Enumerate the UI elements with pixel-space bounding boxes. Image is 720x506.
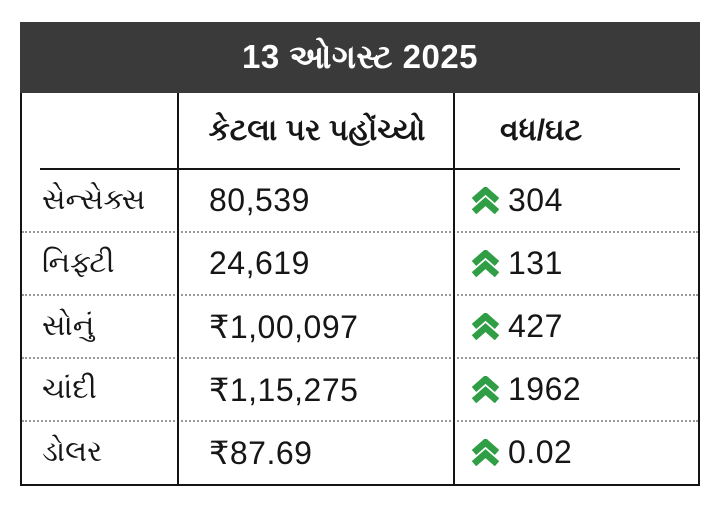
row-change: 304 <box>508 182 563 218</box>
row-label: ચાંદી <box>42 373 97 405</box>
row-value: ₹1,15,275 <box>209 371 359 408</box>
row-value: 24,619 <box>209 245 310 281</box>
double-chevron-up-icon <box>472 250 499 277</box>
row-change-cell: 304 <box>455 182 698 219</box>
column-separator-1 <box>177 93 179 484</box>
table-row-dollar: ડોલર ₹87.69 0.02 <box>22 420 698 483</box>
row-change-cell: 0.02 <box>455 434 698 471</box>
row-label: સેન્સેક્સ <box>42 184 146 216</box>
row-change-cell: 131 <box>455 245 698 282</box>
header-underline <box>40 168 680 170</box>
date-title: 13 ઓગસ્ટ 2025 <box>241 38 479 75</box>
double-chevron-up-icon <box>472 439 499 466</box>
row-value: ₹87.69 <box>209 434 313 471</box>
row-value: 80,539 <box>209 182 310 218</box>
row-change: 0.02 <box>508 434 573 470</box>
market-table: કેટલા પર પહોંચ્યો વધ/ઘટ સેન્સેક્સ 80,539… <box>20 93 700 486</box>
column-separator-2 <box>453 93 455 484</box>
column-header-change: વધ/ઘટ <box>500 113 583 147</box>
table-row-silver: ચાંદી ₹1,15,275 1962 <box>22 357 698 420</box>
row-change-cell: 427 <box>455 308 698 345</box>
table-row-sensex: સેન્સેક્સ 80,539 304 <box>22 170 698 231</box>
row-value: ₹1,00,097 <box>209 308 359 345</box>
row-change: 1962 <box>508 371 582 407</box>
column-header-value: કેટલા પર પહોંચ્યો <box>208 113 426 147</box>
row-label: સોનું <box>42 310 95 342</box>
table-row-gold: સોનું ₹1,00,097 427 <box>22 294 698 357</box>
table-row-nifty: નિફ્ટી 24,619 131 <box>22 231 698 294</box>
row-change-cell: 1962 <box>455 371 698 408</box>
double-chevron-up-icon <box>472 313 499 340</box>
double-chevron-up-icon <box>472 376 499 403</box>
date-header-bar: 13 ઓગસ્ટ 2025 <box>20 22 700 93</box>
row-label: નિફ્ટી <box>42 247 115 279</box>
row-change: 427 <box>508 308 563 344</box>
table-header-row: કેટલા પર પહોંચ્યો વધ/ઘટ <box>22 93 698 168</box>
row-change: 131 <box>508 245 563 281</box>
double-chevron-up-icon <box>472 187 499 214</box>
row-label: ડોલર <box>42 436 103 468</box>
